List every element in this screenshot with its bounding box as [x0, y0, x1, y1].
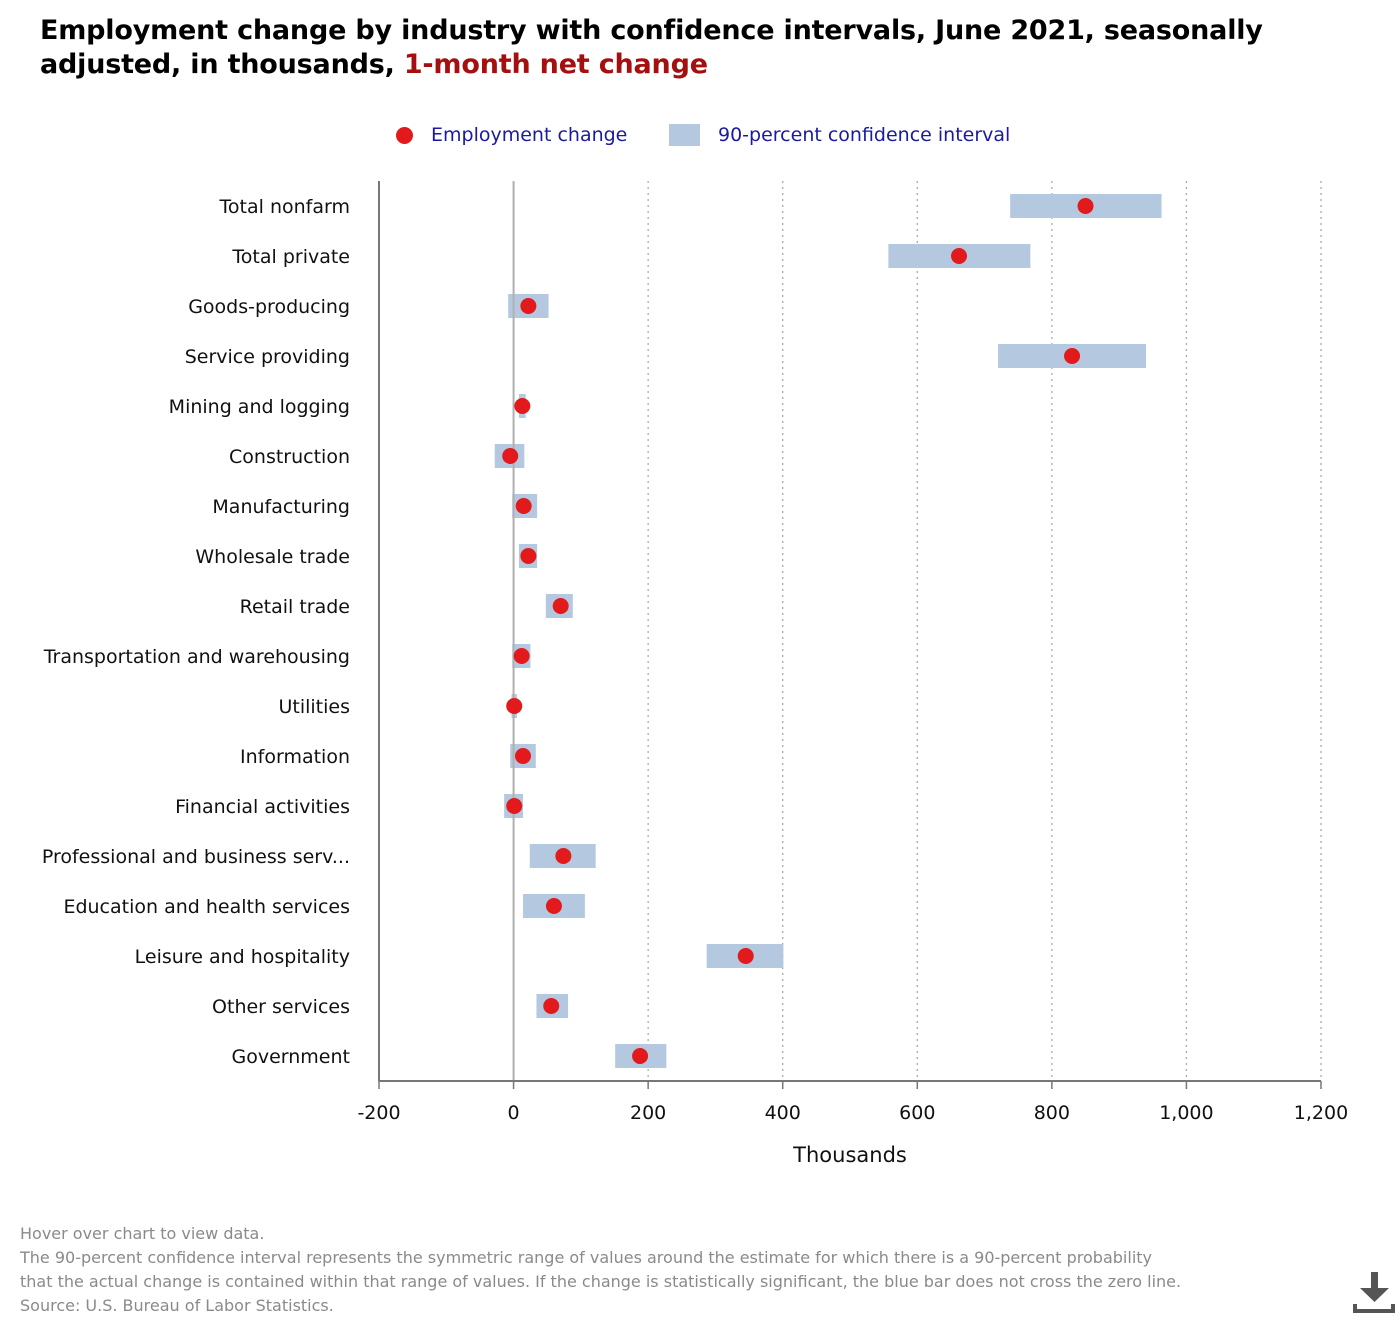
download-arrow-icon	[1353, 1272, 1395, 1313]
category-label: Leisure and hospitality	[135, 946, 350, 968]
category-label: Government	[232, 1046, 351, 1068]
category-label: Goods-producing	[188, 296, 350, 318]
employment-dot[interactable]	[1077, 198, 1094, 214]
category-label: Construction	[229, 446, 350, 468]
footnote-source: Source: U.S. Bureau of Labor Statistics.	[20, 1296, 334, 1315]
x-tick-label: 0	[508, 1102, 520, 1124]
category-label: Total private	[231, 246, 350, 268]
legend-item-confidence-interval[interactable]: 90-percent confidence interval	[669, 118, 1010, 152]
footnote-ci-note-2: that the actual change is contained with…	[20, 1272, 1182, 1291]
category-labels: Total nonfarm Total private Goods-producin…	[42, 196, 350, 1068]
x-tick-label: 400	[765, 1102, 801, 1124]
category-label: Service providing	[185, 346, 350, 368]
employment-dot[interactable]	[514, 748, 531, 764]
category-label: Financial activities	[175, 796, 350, 818]
legend-label-employment-change: Employment change	[431, 124, 628, 146]
category-label: Professional and business serv...	[42, 846, 350, 868]
legend-item-employment-change[interactable]: Employment change	[396, 118, 627, 152]
x-tick-label: 1,200	[1294, 1102, 1348, 1124]
category-label: Mining and logging	[169, 396, 350, 418]
x-tick-label: 800	[1034, 1102, 1070, 1124]
download-icon[interactable]	[1352, 1270, 1396, 1316]
category-label: Education and health services	[63, 896, 350, 918]
category-label: Other services	[212, 996, 350, 1018]
employment-dot[interactable]	[552, 598, 569, 614]
grid-lines	[647, 181, 1322, 1081]
employment-dot[interactable]	[502, 448, 519, 464]
legend-label-confidence-interval: 90-percent confidence interval	[718, 124, 1011, 146]
x-tick-labels: -200 0 200 400 600 800 1,000 1,200	[357, 1081, 1348, 1124]
employment-dot[interactable]	[951, 248, 968, 264]
axes	[378, 181, 1321, 1082]
confidence-interval-bars	[494, 194, 1162, 1068]
footnote: Hover over chart to view data. The 90-pe…	[20, 1222, 1340, 1318]
category-label: Total nonfarm	[219, 196, 350, 218]
footnote-hover-hint: Hover over chart to view data.	[20, 1224, 265, 1243]
category-label: Utilities	[278, 696, 350, 718]
employment-dot[interactable]	[632, 1048, 649, 1064]
chart-plot[interactable]: Total nonfarm Total private Goods-producin…	[0, 0, 1400, 1220]
employment-dot[interactable]	[515, 498, 532, 514]
x-tick-label: -200	[357, 1102, 400, 1124]
x-tick-label: 600	[899, 1102, 935, 1124]
category-label: Information	[240, 746, 350, 768]
category-label: Wholesale trade	[195, 546, 350, 568]
chart-title-highlight: 1-month net change	[403, 49, 708, 80]
employment-dot[interactable]	[545, 898, 562, 914]
employment-dot[interactable]	[737, 948, 754, 964]
employment-dot[interactable]	[1064, 348, 1081, 364]
employment-dot[interactable]	[506, 698, 523, 714]
category-label: Retail trade	[240, 596, 350, 618]
employment-dot[interactable]	[520, 548, 537, 564]
category-label: Manufacturing	[212, 496, 350, 518]
chart-title: Employment change by industry with confi…	[40, 14, 1360, 82]
legend-bar-swatch	[669, 124, 700, 146]
employment-dot[interactable]	[520, 298, 537, 314]
footnote-ci-note-1: The 90-percent confidence interval repre…	[20, 1248, 1152, 1267]
chart-legend: Employment change 90-percent confidence …	[0, 118, 1400, 152]
employment-dot[interactable]	[555, 848, 572, 864]
employment-dot[interactable]	[543, 998, 560, 1014]
x-tick-label: 200	[630, 1102, 666, 1124]
legend-dot-swatch	[396, 126, 413, 144]
employment-dot[interactable]	[506, 798, 523, 814]
category-label: Transportation and warehousing	[43, 646, 350, 668]
employment-dot[interactable]	[514, 398, 531, 414]
employment-change-dots	[502, 198, 1094, 1064]
chart-title-main: Employment change by industry with confi…	[40, 15, 1263, 80]
x-axis-title: Thousands	[792, 1143, 907, 1167]
employment-dot[interactable]	[513, 648, 530, 664]
x-tick-label: 1,000	[1159, 1102, 1213, 1124]
